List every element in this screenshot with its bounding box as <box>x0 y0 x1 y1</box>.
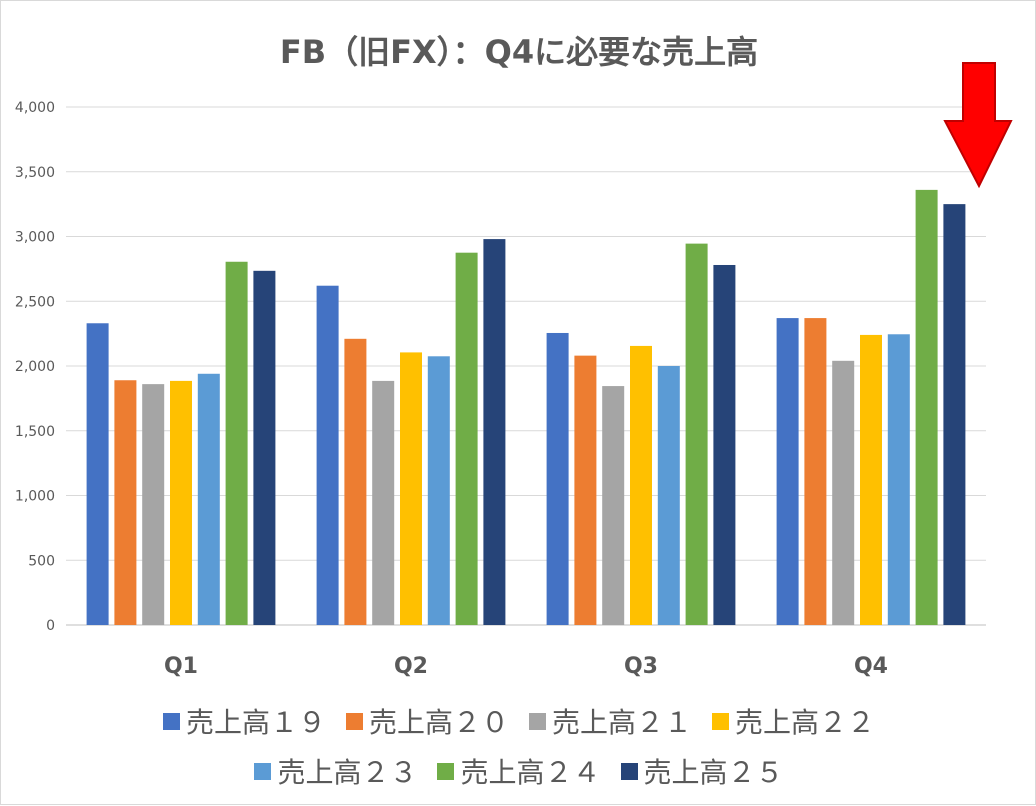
bar-Q1-6 <box>253 270 276 625</box>
arrow-annotation <box>943 62 1013 189</box>
legend-label: 売上高２２ <box>735 706 876 739</box>
bar-Q3-5 <box>685 243 708 625</box>
bar-Q3-0 <box>546 332 569 625</box>
legend-item: 売上高１９ <box>162 701 326 741</box>
legend-item: 売上高２０ <box>345 701 509 741</box>
y-tick-label: 4,000 <box>15 100 55 116</box>
legend-swatch <box>712 712 730 730</box>
legend-item: 売上高２２ <box>712 701 875 741</box>
y-tick-label: 1,000 <box>15 489 55 505</box>
bar-Q3-3 <box>630 345 652 625</box>
bar-Q2-3 <box>400 352 422 625</box>
y-tick-label: 3,500 <box>15 165 55 181</box>
legend-label: 売上高２３ <box>277 756 418 789</box>
bar-Q4-4 <box>887 334 910 625</box>
bar-Q3-4 <box>657 366 680 625</box>
bar-Q3-2 <box>602 386 625 625</box>
bar-Q2-4 <box>427 356 450 625</box>
legend-label: 売上高２４ <box>460 756 601 789</box>
legend-label: 売上高２５ <box>643 756 784 789</box>
bar-Q1-1 <box>114 380 137 625</box>
bar-Q1-0 <box>86 323 109 625</box>
bar-Q2-2 <box>372 380 395 625</box>
legend-item: 売上高２３ <box>254 751 417 791</box>
bar-Q4-5 <box>915 189 938 625</box>
legend-item: 売上高２４ <box>437 751 601 791</box>
legend-row-2: 売上高２３ 売上高２４ 売上高２５ <box>1 751 1036 791</box>
bar-Q4-2 <box>832 360 855 625</box>
y-tick-label: 3,000 <box>15 230 55 246</box>
bar-Q1-5 <box>225 261 248 625</box>
x-tick-label: Q3 <box>624 654 658 679</box>
y-tick-label: 2,500 <box>15 294 55 310</box>
x-tick-label: Q2 <box>394 654 428 679</box>
y-tick-label: 2,000 <box>15 359 55 375</box>
legend-item: 売上高２１ <box>529 701 692 741</box>
bar-Q1-3 <box>170 380 192 625</box>
bar-Q1-4 <box>197 373 220 625</box>
legend-swatch <box>345 712 363 730</box>
legend-label: 売上高２１ <box>552 706 693 739</box>
legend-swatch <box>162 712 180 730</box>
bar-Q3-6 <box>713 264 736 625</box>
bar-Q2-5 <box>455 252 478 625</box>
legend-swatch <box>529 712 546 730</box>
legend-swatch <box>254 762 272 780</box>
legend-swatch <box>437 762 455 780</box>
bar-Q4-0 <box>776 318 799 625</box>
bar-Q2-0 <box>316 285 339 625</box>
legend-label: 売上高１９ <box>185 706 326 739</box>
legend-item: 売上高２５ <box>620 751 784 791</box>
bar-Q2-6 <box>483 239 506 625</box>
bar-Q2-1 <box>344 338 367 625</box>
x-tick-label: Q4 <box>854 654 888 679</box>
legend-swatch <box>620 762 638 780</box>
legend-label: 売上高２０ <box>368 706 509 739</box>
bar-Q4-6 <box>943 204 966 625</box>
chart-title: FB（旧FX）：Q4に必要な売上高 <box>280 33 758 71</box>
y-tick-label: 0 <box>46 618 55 634</box>
bar-Q4-1 <box>804 318 827 625</box>
y-tick-label: 1,500 <box>15 424 55 440</box>
bar-Q3-1 <box>574 355 597 625</box>
bar-Q1-2 <box>142 384 165 625</box>
legend-row-1: 売上高１９ 売上高２０ 売上高２１ 売上高２２ <box>1 701 1036 741</box>
y-tick-label: 500 <box>28 553 55 569</box>
x-tick-label: Q1 <box>164 654 198 679</box>
bar-Q4-3 <box>860 334 882 625</box>
